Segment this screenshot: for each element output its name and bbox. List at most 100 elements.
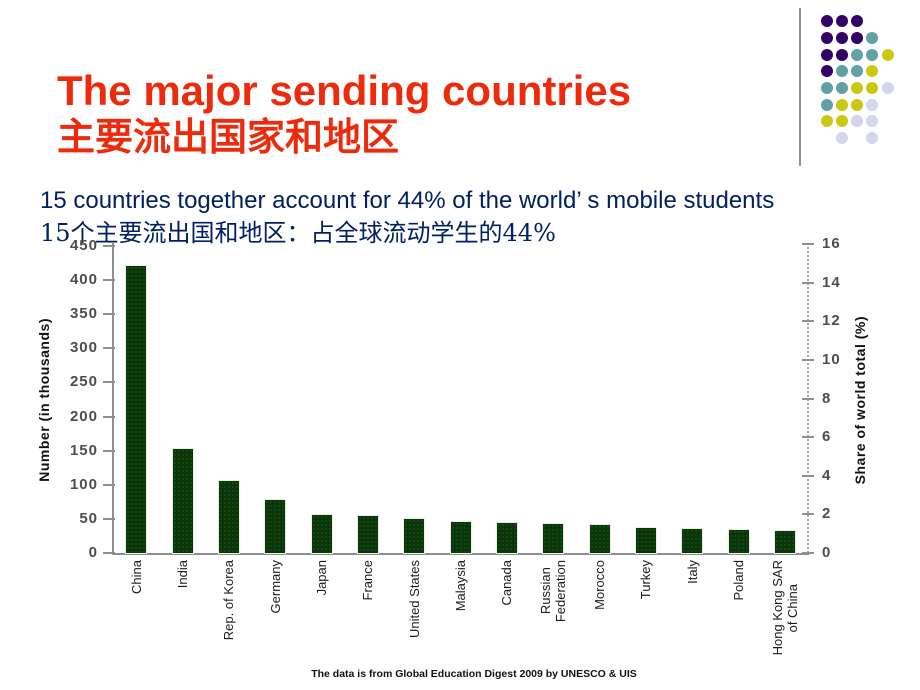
slide-title-en: The major sending countries — [57, 67, 632, 115]
y-tick-label-right: 12 — [822, 312, 841, 330]
y-tick-left — [103, 517, 115, 520]
y-tick-label-left: 450 — [69, 237, 98, 254]
x-label-italy: Italy — [685, 560, 700, 584]
x-label-germany: Germany — [268, 560, 283, 614]
decoration-dot — [821, 82, 833, 94]
y-tick-label-right: 16 — [822, 235, 841, 252]
y-tick-right — [802, 281, 814, 284]
bar-malaysia — [451, 522, 471, 553]
y-tick-label-left: 300 — [69, 339, 98, 357]
decoration-dot — [851, 65, 863, 77]
decoration-dot — [851, 99, 863, 111]
y-tick-left — [103, 483, 115, 486]
decoration-dot — [882, 49, 894, 61]
x-label-japan: Japan — [314, 560, 329, 596]
bar-russian-federation — [543, 524, 563, 553]
x-label-rep-of-korea: Rep. of Korea — [221, 560, 236, 641]
footer-source: The data is from Global Education Digest… — [311, 668, 637, 680]
y-tick-label-left: 350 — [69, 305, 98, 323]
decoration-dot — [836, 15, 848, 27]
decoration-dot — [866, 49, 878, 61]
subtitle-line-1: 15 countries together account for 44% of… — [40, 187, 775, 214]
decoration-dot — [866, 99, 878, 111]
decoration-dot — [866, 65, 878, 77]
bar-morocco — [590, 525, 610, 553]
y-tick-left — [103, 313, 115, 316]
decoration-dot — [851, 49, 863, 61]
x-label-india: India — [175, 560, 190, 589]
y-tick-label-right: 8 — [822, 389, 832, 407]
x-label-france: France — [360, 560, 375, 601]
decoration-dot — [836, 115, 848, 127]
decoration-dot — [836, 82, 848, 94]
y-tick-left — [103, 347, 115, 350]
y-axis-left-line — [112, 243, 114, 555]
y-tick-label-right: 6 — [822, 428, 832, 446]
bar-turkey — [636, 528, 656, 553]
y-tick-left — [103, 415, 115, 418]
x-axis-line — [112, 553, 809, 555]
x-label-china: China — [129, 560, 144, 594]
decoration-dot — [866, 32, 878, 44]
y-tick-right — [802, 358, 814, 361]
y-axis-title-left: Number (in thousands) — [36, 318, 52, 482]
x-label-united-states: United States — [407, 560, 422, 639]
y-tick-left — [103, 449, 115, 452]
x-label-canada: Canada — [499, 560, 514, 606]
y-tick-left — [103, 279, 115, 282]
x-label-turkey: Turkey — [638, 560, 653, 600]
y-tick-right — [802, 552, 814, 554]
decoration-dot — [821, 32, 833, 44]
y-tick-label-left: 50 — [79, 509, 98, 527]
decoration-dot — [851, 32, 863, 44]
decoration-dot — [821, 49, 833, 61]
decoration-dot — [836, 49, 848, 61]
x-label-poland: Poland — [731, 560, 746, 601]
x-label-morocco: Morocco — [592, 560, 607, 610]
bar-china — [126, 266, 146, 553]
decoration-dot — [866, 115, 878, 127]
decoration-dot — [836, 65, 848, 77]
y-tick-left — [103, 381, 115, 384]
y-tick-label-right: 0 — [822, 544, 832, 561]
bar-india — [173, 449, 193, 553]
bar-canada — [497, 523, 517, 553]
bar-hong-kong-sar-of-china — [775, 531, 795, 553]
subtitle-line-2: 15个主要流出国和地区：占全球流动学生的44% — [40, 219, 556, 247]
y-tick-label-left: 150 — [69, 441, 98, 459]
y-tick-label-left: 100 — [69, 475, 98, 493]
decoration-dot — [821, 65, 833, 77]
decoration-dot — [866, 82, 878, 94]
y-tick-right — [802, 320, 814, 323]
y-tick-right — [802, 436, 814, 439]
y-tick-right — [802, 397, 814, 400]
y-tick-label-right: 4 — [822, 466, 832, 484]
bar-rep-of-korea — [219, 481, 239, 553]
x-label-malaysia: Malaysia — [453, 560, 468, 612]
y-tick-label-right: 10 — [822, 350, 841, 368]
y-tick-left — [103, 552, 115, 554]
decoration-vertical-line — [799, 8, 801, 166]
y-tick-left — [103, 245, 115, 247]
y-tick-right — [802, 474, 814, 477]
bar-germany — [265, 500, 285, 553]
decoration-dot — [851, 82, 863, 94]
bar-france — [358, 516, 378, 553]
decoration-dot — [821, 99, 833, 111]
decoration-dot — [866, 132, 878, 144]
x-label-hong-kong-sar-of-china: Hong Kong SAR of China — [770, 560, 800, 656]
decoration-dot — [821, 115, 833, 127]
x-label-russian-federation: Russian Federation — [538, 560, 568, 623]
bar-italy — [682, 529, 702, 553]
y-tick-label-right: 2 — [822, 505, 832, 523]
decoration-dot — [836, 132, 848, 144]
decoration-dot — [882, 82, 894, 94]
y-tick-label-right: 14 — [822, 273, 841, 291]
decoration-dot — [836, 32, 848, 44]
y-tick-label-left: 250 — [69, 373, 98, 391]
y-tick-label-left: 200 — [69, 407, 98, 425]
bar-poland — [729, 530, 749, 553]
bar-united-states — [404, 519, 424, 553]
decoration-dot — [836, 99, 848, 111]
